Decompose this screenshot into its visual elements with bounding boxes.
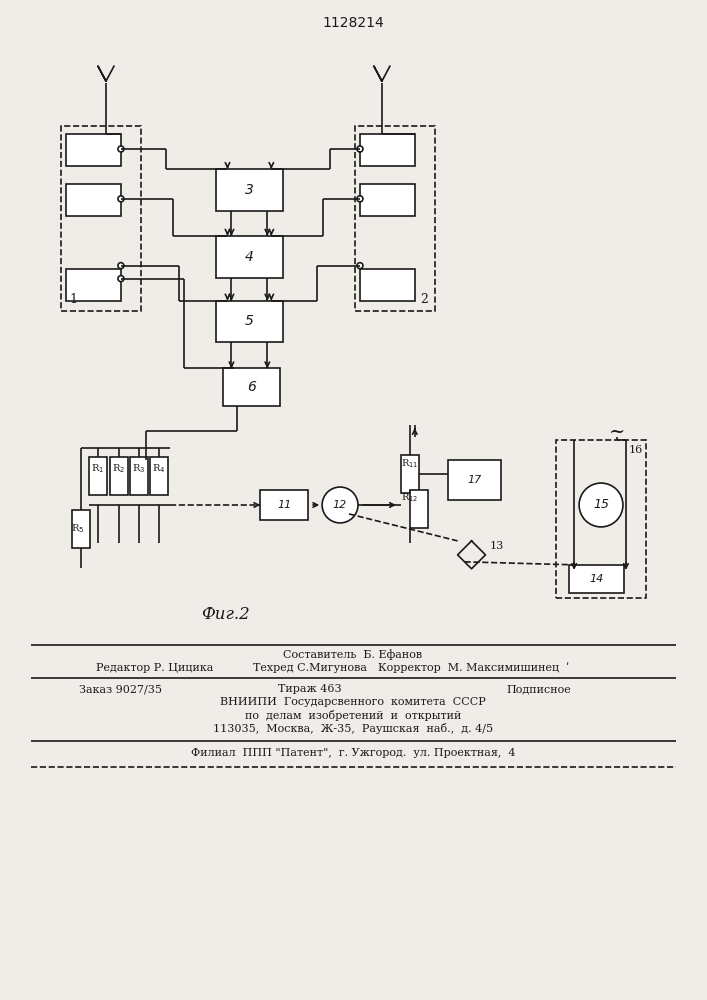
Bar [360,184,415,216]
Text: R$_{12}$: R$_{12}$ [401,492,419,504]
Bar [66,184,121,216]
Circle shape [118,276,124,282]
Bar [360,134,415,166]
Text: 1128214: 1128214 [322,16,384,30]
Text: Подписное: Подписное [507,684,572,694]
Text: 5: 5 [245,314,254,328]
Bar [223,368,280,406]
Circle shape [118,196,124,202]
Text: R$_2$: R$_2$ [112,463,125,475]
Bar [448,460,501,500]
Text: Заказ 9027/35: Заказ 9027/35 [79,684,162,694]
Bar [410,490,428,528]
Circle shape [579,483,623,527]
Text: 1: 1 [69,293,77,306]
Bar [556,440,646,598]
Text: 113035,  Москва,  Ж-35,  Раушская  наб.,  д. 4/5: 113035, Москва, Ж-35, Раушская наб., д. … [213,723,493,734]
Bar [216,236,284,278]
Text: Филиал  ППП "Патент",  г. Ужгород.  ул. Проектная,  4: Филиал ППП "Патент", г. Ужгород. ул. Про… [191,748,515,758]
Text: 16: 16 [629,445,643,455]
Circle shape [322,487,358,523]
Text: 12: 12 [333,500,347,510]
Text: ВНИИПИ  Государсвенного  комитета  СССР: ВНИИПИ Государсвенного комитета СССР [220,697,486,707]
Text: Корректор  М. Максимишинец  ʹ: Корректор М. Максимишинец ʹ [378,662,569,673]
Bar [61,126,141,311]
Text: R$_5$: R$_5$ [71,523,85,535]
Text: R$_1$: R$_1$ [91,463,105,475]
Text: R$_3$: R$_3$ [132,463,146,475]
Text: 11: 11 [277,500,291,510]
Text: Фиг.2: Фиг.2 [201,606,250,623]
Text: 4: 4 [245,250,254,264]
Bar [150,457,168,495]
Bar [216,301,284,342]
Text: Тираж 463: Тираж 463 [279,684,342,694]
Text: 13: 13 [489,541,503,551]
Text: R$_4$: R$_4$ [152,463,165,475]
Bar [72,510,90,548]
Text: 15: 15 [593,498,609,511]
Circle shape [357,263,363,269]
Text: Редактор Р. Цицика: Редактор Р. Цицика [96,663,214,673]
Text: по  делам  изобретений  и  открытий: по делам изобретений и открытий [245,710,461,721]
Text: 17: 17 [467,475,481,485]
Circle shape [357,196,363,202]
Bar [355,126,435,311]
Bar [89,457,107,495]
Text: 6: 6 [247,380,256,394]
Bar [66,269,121,301]
Bar [360,269,415,301]
Text: 3: 3 [245,183,254,197]
Bar [260,490,308,520]
Text: ~: ~ [609,423,625,441]
Text: 14: 14 [590,574,604,584]
Text: Составитель  Б. Ефанов: Составитель Б. Ефанов [284,649,423,660]
Circle shape [118,146,124,152]
Circle shape [118,263,124,269]
Text: Техред С.Мигунова: Техред С.Мигунова [253,663,367,673]
Bar [216,169,284,211]
Circle shape [357,146,363,152]
Bar [110,457,128,495]
Bar [66,134,121,166]
Text: R$_{11}$: R$_{11}$ [401,457,419,470]
Bar [401,455,419,493]
Bar [569,565,624,593]
Text: 2: 2 [420,293,428,306]
Bar [130,457,148,495]
